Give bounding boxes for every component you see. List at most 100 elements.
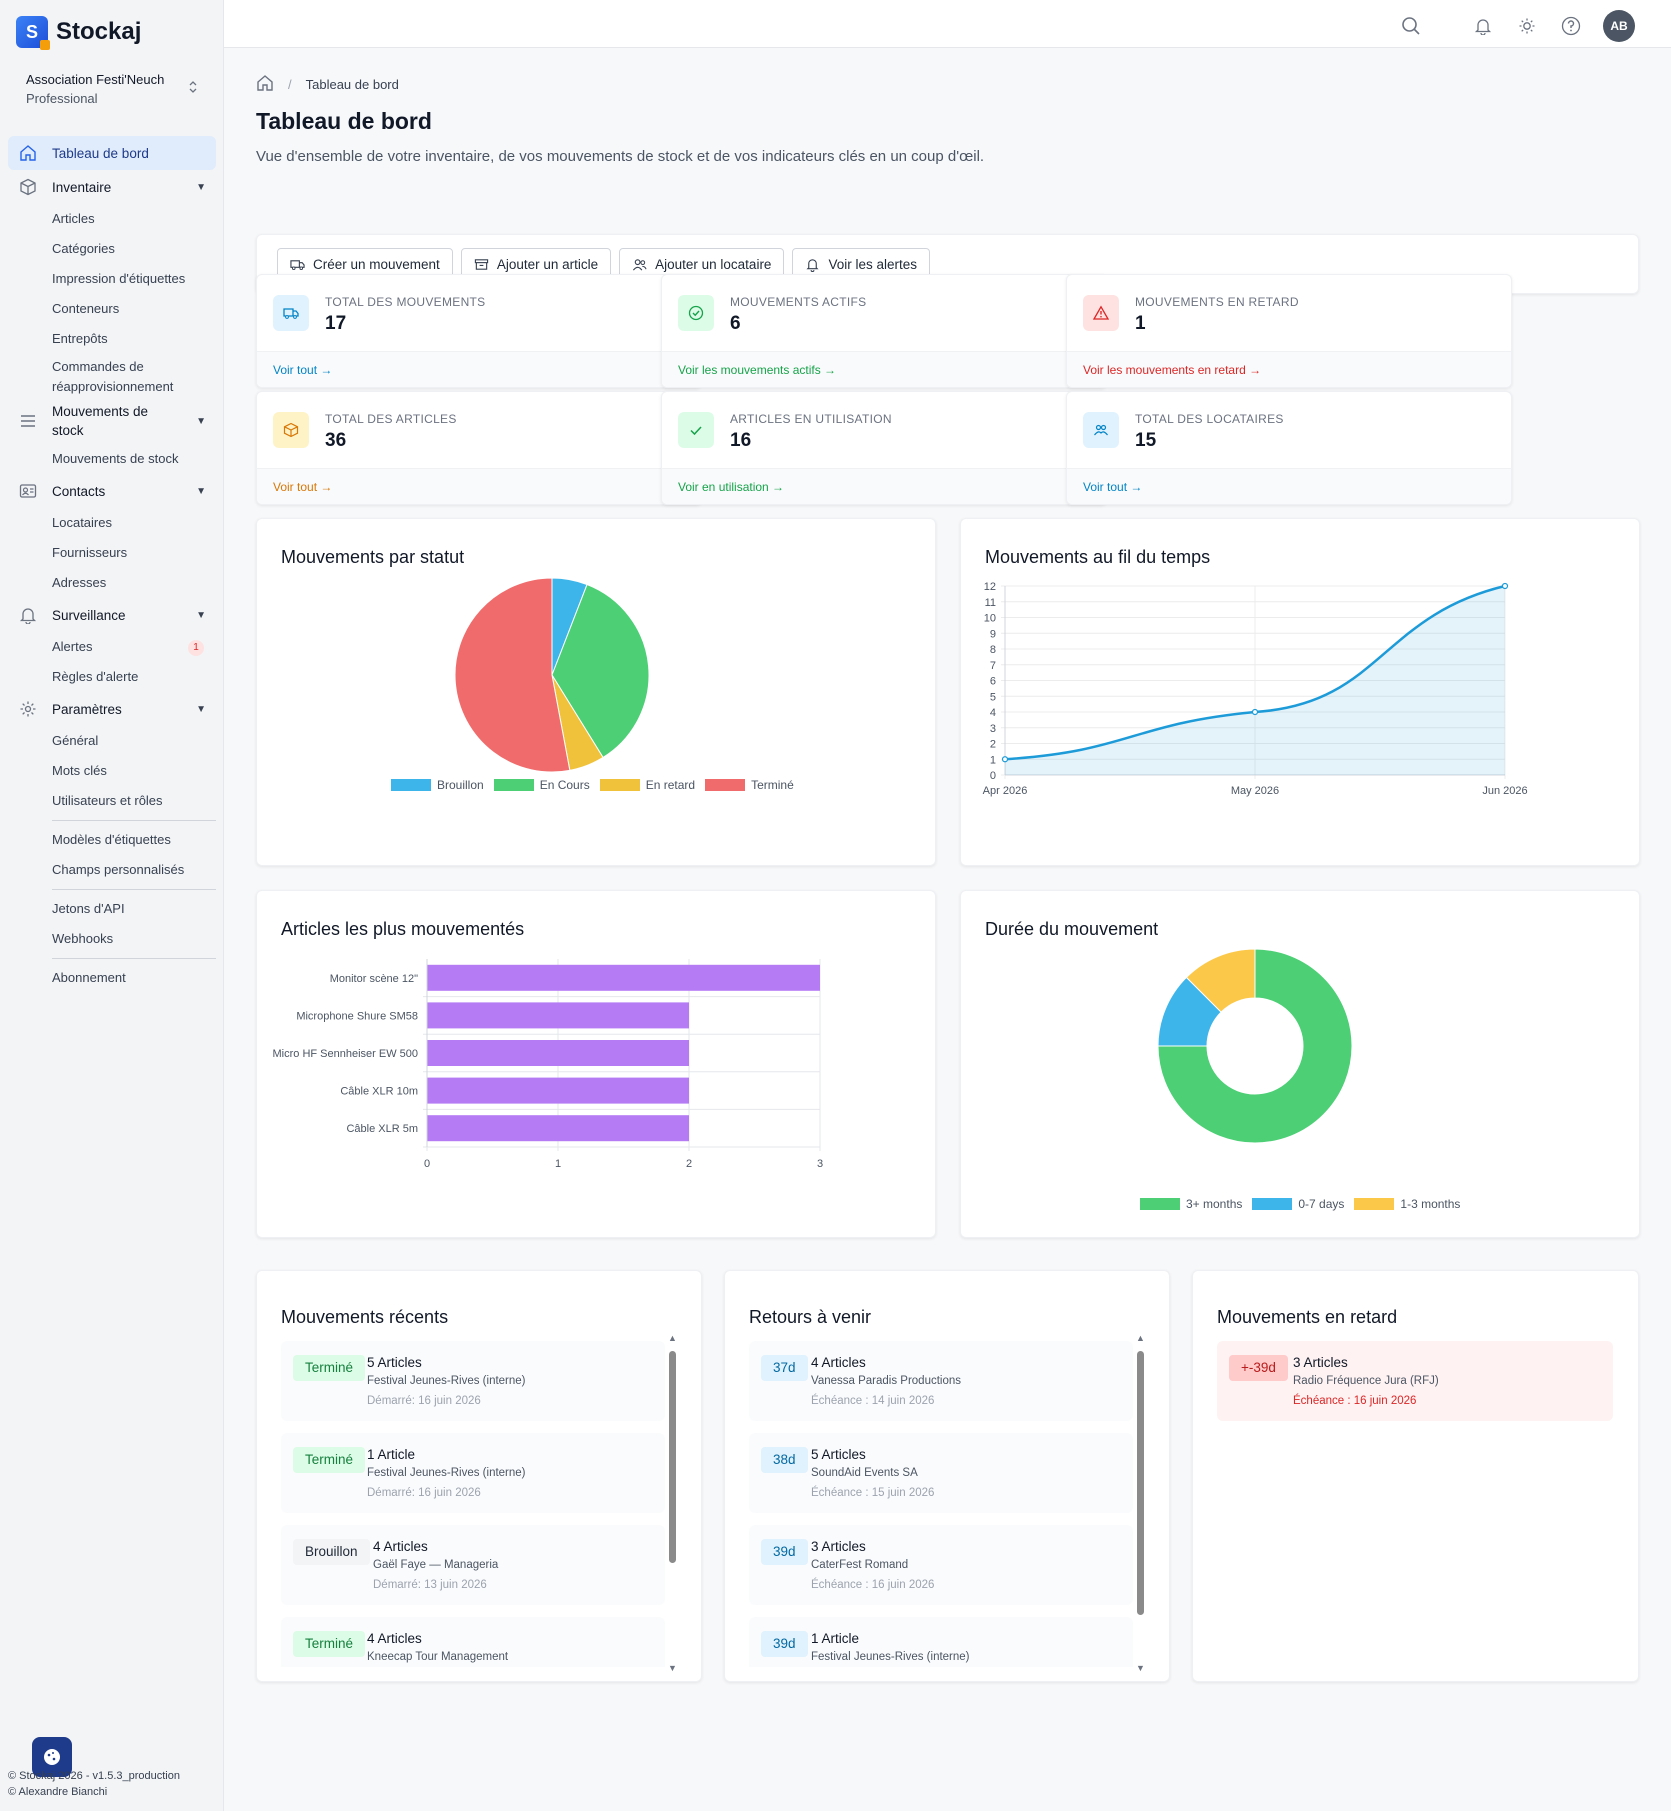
topbar-icons: AB (1399, 10, 1635, 42)
y-tick-label: 12 (984, 581, 996, 593)
x-tick-label: Jun 2026 (1482, 785, 1527, 797)
status-badge: 39d (761, 1539, 808, 1565)
theme-sun-icon[interactable] (1515, 14, 1539, 38)
sidebar-sub-alerts[interactable]: Alertes 1 (8, 632, 216, 662)
scroll-down-icon[interactable]: ▼ (1136, 1663, 1145, 1673)
stat-value: 16 (730, 430, 752, 451)
stat-label: TOTAL DES MOUVEMENTS (325, 295, 486, 309)
list-item[interactable]: +-39d 3 Articles Radio Fréquence Jura (RFJ… (1217, 1341, 1613, 1421)
list-item[interactable]: Terminé 1 Article Festival Jeunes-Rives (i… (281, 1433, 665, 1513)
list-item[interactable]: 39d 3 Articles CaterFest Romand Échéance : … (749, 1525, 1133, 1605)
sidebar: S Stockaj Association Festi'Neuch Profes… (0, 0, 224, 1811)
list-item[interactable]: Terminé 5 Articles Festival Jeunes-Rives (… (281, 1341, 665, 1421)
item-title: 3 Articles (1293, 1355, 1348, 1370)
x-tick-label: 0 (424, 1158, 430, 1170)
legend-swatch (1354, 1198, 1395, 1210)
stat-value: 6 (730, 313, 741, 334)
org-name: Association Festi'Neuch (26, 72, 165, 87)
cookie-settings-button[interactable] (32, 1737, 72, 1777)
sidebar-item-label: Mouvements de stock (52, 404, 149, 438)
sidebar-sub-tenants[interactable]: Locataires (52, 515, 112, 530)
legend-label: 0-7 days (1298, 1197, 1345, 1211)
scroll-down-icon[interactable]: ▼ (668, 1663, 677, 1673)
footer-version: © Stockaj 2026 - v1.5.3_production (8, 1770, 180, 1782)
scrollbar[interactable]: ▲ ▼ (1135, 1333, 1145, 1673)
overdue-movements-card: Mouvements en retard +-39d 3 Articles Radi… (1192, 1270, 1639, 1682)
y-tick-label: 11 (985, 597, 996, 609)
sidebar-sub-addresses[interactable]: Adresses (52, 575, 107, 590)
list-item[interactable]: Brouillon 4 Articles Gaël Faye — Manageria… (281, 1525, 665, 1605)
sidebar-item-dashboard[interactable]: Tableau de bord (8, 136, 216, 170)
legend-item[interactable]: Terminé (705, 778, 794, 792)
sidebar-divider (52, 889, 216, 890)
stat-link[interactable]: Voir en utilisation → (678, 480, 785, 494)
caret-down-icon: ▼ (196, 181, 206, 193)
home-icon[interactable] (256, 74, 274, 95)
legend-item[interactable]: Brouillon (391, 778, 484, 792)
breadcrumb: / Tableau de bord (256, 74, 399, 95)
list-item[interactable]: 38d 5 Articles SoundAid Events SA Échéance … (749, 1433, 1133, 1513)
sidebar-item-inventory[interactable]: Inventaire ▼ (8, 170, 216, 204)
category-label: Microphone Shure SM58 (296, 1010, 418, 1022)
sidebar-sub-suppliers[interactable]: Fournisseurs (52, 545, 128, 560)
legend-item[interactable]: En retard (599, 778, 696, 792)
sidebar-sub-custom-fields[interactable]: Champs personnalisés (52, 862, 185, 877)
stat-link[interactable]: Voir tout → (1083, 480, 1143, 494)
sidebar-sub-users-roles[interactable]: Utilisateurs et rôles (52, 793, 163, 808)
legend-label: En retard (645, 778, 696, 792)
list-item[interactable]: 37d 4 Articles Vanessa Paradis Productions… (749, 1341, 1133, 1421)
sidebar-sub-keywords[interactable]: Mots clés (52, 763, 107, 778)
legend-label: Terminé (751, 778, 794, 792)
status-badge: 37d (761, 1355, 808, 1381)
sidebar-sub-label-templates[interactable]: Modèles d'étiquettes (52, 832, 171, 847)
y-tick-label: 2 (990, 739, 996, 751)
sidebar-item-monitoring[interactable]: Surveillance ▼ (8, 598, 216, 632)
sidebar-sub-categories[interactable]: Catégories (52, 241, 115, 256)
stat-link[interactable]: Voir tout → (273, 363, 333, 377)
sidebar-sub-containers[interactable]: Conteneurs (52, 301, 120, 316)
legend-item[interactable]: En Cours (493, 778, 590, 792)
notifications-bell-icon[interactable] (1471, 14, 1495, 38)
sidebar-sub-webhooks[interactable]: Webhooks (52, 931, 114, 946)
search-icon[interactable] (1399, 14, 1423, 38)
sidebar-sub-general[interactable]: Général (52, 733, 99, 748)
sidebar-item-contacts[interactable]: Contacts ▼ (8, 474, 216, 508)
scroll-thumb[interactable] (669, 1351, 676, 1563)
scroll-thumb[interactable] (1137, 1351, 1144, 1615)
list-item[interactable]: 39d 1 Article Festival Jeunes-Rives (inter… (749, 1617, 1133, 1667)
legend-item[interactable]: 1-3 months (1354, 1197, 1460, 1211)
scroll-up-icon[interactable]: ▲ (1136, 1333, 1145, 1343)
stat-link[interactable]: Voir les mouvements en retard → (1083, 363, 1262, 377)
stat-label: ARTICLES EN UTILISATION (730, 412, 892, 426)
sidebar-sub-api-tokens[interactable]: Jetons d'API (52, 901, 125, 916)
item-subtitle: SoundAid Events SA (811, 1467, 918, 1479)
help-icon[interactable] (1559, 14, 1583, 38)
item-subtitle: Vanessa Paradis Productions (811, 1375, 962, 1387)
sidebar-sub-restock-orders[interactable]: Commandes de réapprovisionnement (52, 359, 174, 394)
app-logo[interactable]: S Stockaj (16, 16, 141, 50)
legend-item[interactable]: 0-7 days (1252, 1197, 1344, 1211)
sidebar-sub-alert-rules[interactable]: Règles d'alerte (52, 669, 139, 684)
stat-overdue-movements: MOUVEMENTS EN RETARD 1 Voir les mouvements… (1066, 274, 1512, 388)
upcoming-returns-card: Retours à venir 37d 4 Articles Vanessa Par… (724, 1270, 1170, 1682)
scrollbar[interactable]: ▲ ▼ (667, 1333, 677, 1673)
stat-label: TOTAL DES ARTICLES (325, 412, 457, 426)
x-tick-label: 2 (686, 1158, 692, 1170)
list-item[interactable]: Terminé 4 Articles Kneecap Tour Management (281, 1617, 665, 1667)
sidebar-item-stock-movements[interactable]: Mouvements de stock ▼ (8, 398, 216, 444)
user-avatar[interactable]: AB (1603, 10, 1635, 42)
org-switcher[interactable]: Association Festi'Neuch Professional (26, 72, 198, 106)
sidebar-sub-label-printing[interactable]: Impression d'étiquettes (52, 271, 186, 286)
y-tick-label: 3 (990, 723, 996, 735)
item-subtitle: CaterFest Romand (811, 1559, 909, 1571)
legend-item[interactable]: 3+ months (1140, 1197, 1242, 1211)
stat-link[interactable]: Voir les mouvements actifs → (678, 363, 837, 377)
sidebar-sub-articles[interactable]: Articles (52, 211, 95, 226)
sidebar-item-settings[interactable]: Paramètres ▼ (8, 692, 216, 726)
stat-link[interactable]: Voir tout → (273, 480, 333, 494)
sidebar-sub-warehouses[interactable]: Entrepôts (52, 331, 108, 346)
legend-swatch (1140, 1198, 1180, 1210)
sidebar-sub-stock-movements[interactable]: Mouvements de stock (52, 451, 179, 466)
scroll-up-icon[interactable]: ▲ (668, 1333, 677, 1343)
sidebar-sub-subscription[interactable]: Abonnement (52, 970, 126, 985)
